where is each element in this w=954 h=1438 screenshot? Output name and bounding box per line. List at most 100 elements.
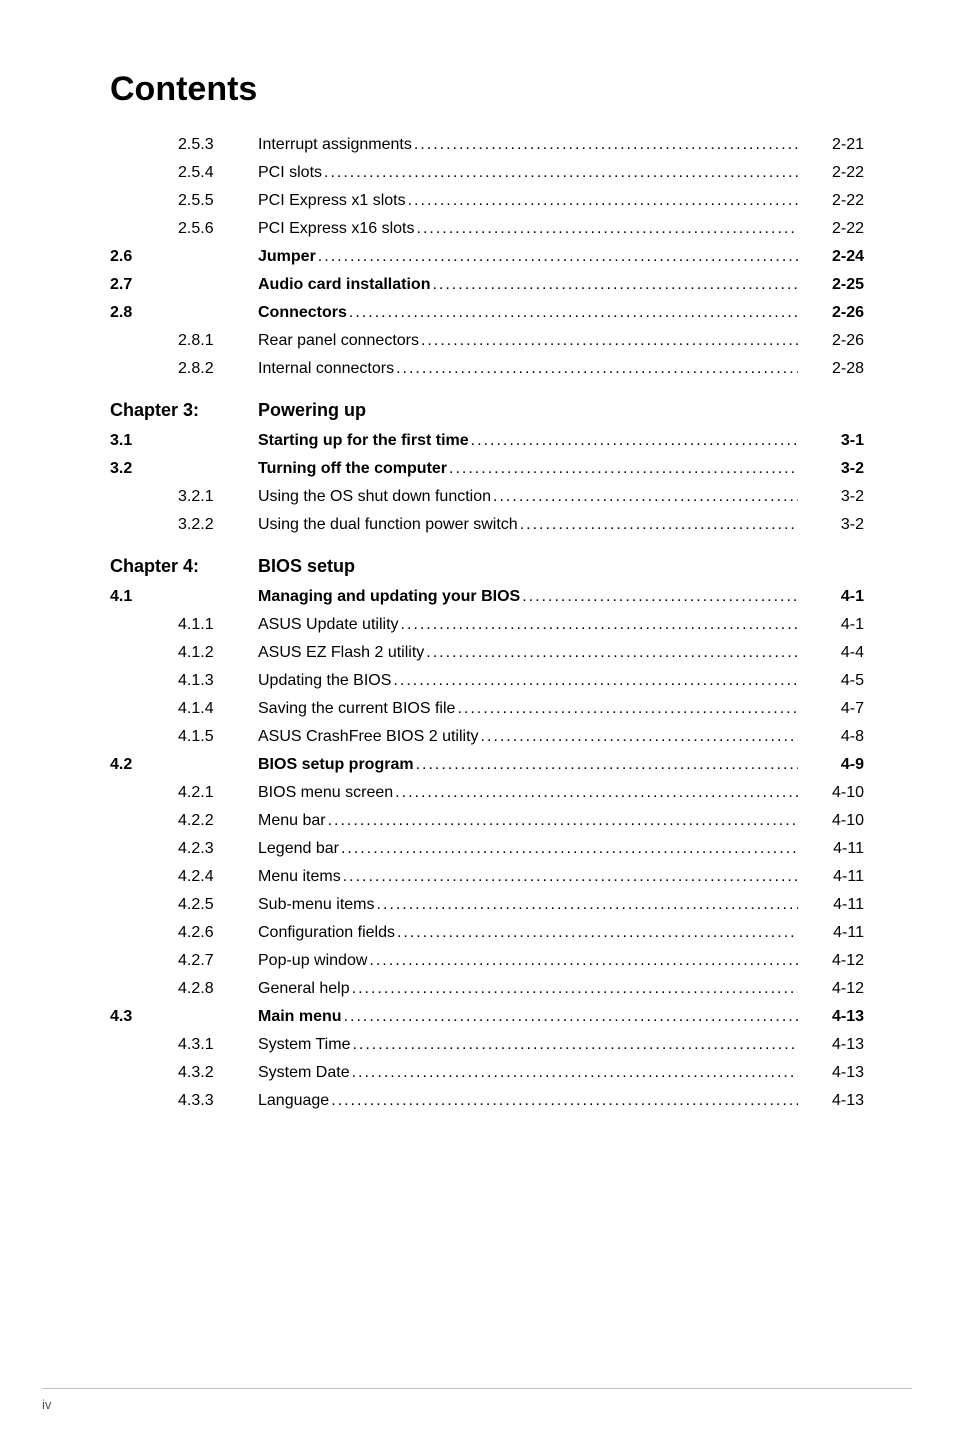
leader-dots xyxy=(417,221,799,237)
toc-subsection-number: 4.2.1 xyxy=(178,785,258,801)
toc-subsection-row: 4.3.2System Date 4-13 xyxy=(110,1059,864,1087)
toc-page-number: 3-2 xyxy=(798,461,864,477)
chapter-title: BIOS setup xyxy=(258,557,864,575)
toc-subsection-row: 2.5.4PCI slots2-22 xyxy=(110,159,864,187)
toc-page-number: 4-13 xyxy=(798,1065,864,1081)
leader-dots xyxy=(393,673,798,689)
toc-subsection-row: 4.1.4Saving the current BIOS file4-7 xyxy=(110,695,864,723)
toc-subsection-row: 4.1.3Updating the BIOS4-5 xyxy=(110,667,864,695)
leader-dots xyxy=(493,489,798,505)
toc-subsection-number: 2.8.2 xyxy=(178,361,258,377)
toc-page-number: 4-12 xyxy=(798,981,864,997)
chapter-label: Chapter 4: xyxy=(110,557,258,575)
toc-entry-label: System Date xyxy=(258,1065,352,1081)
leader-dots xyxy=(520,517,798,533)
toc-subsection-row: 4.1.1ASUS Update utility4-1 xyxy=(110,611,864,639)
toc-subsection-row: 4.2.2Menu bar 4-10 xyxy=(110,807,864,835)
toc-entry-label: Audio card installation xyxy=(258,277,432,293)
toc-section-number: 2.6 xyxy=(110,249,178,265)
toc-page-number: 4-10 xyxy=(798,785,864,801)
leader-dots xyxy=(343,869,798,885)
leader-dots xyxy=(397,925,798,941)
toc-entry-label: Using the dual function power switch xyxy=(258,517,520,533)
toc-entry-label: Using the OS shut down function xyxy=(258,489,493,505)
toc-page-number: 2-26 xyxy=(798,333,864,349)
leader-dots xyxy=(395,785,798,801)
toc-subsection-number: 2.5.3 xyxy=(178,137,258,153)
toc-page-number: 4-13 xyxy=(798,1009,864,1025)
toc-subsection-number: 4.3.1 xyxy=(178,1037,258,1053)
leader-dots xyxy=(481,729,798,745)
toc-section-number: 4.3 xyxy=(110,1009,178,1025)
toc-subsection-row: 3.2.2Using the dual function power switc… xyxy=(110,511,864,539)
toc-page-number: 4-1 xyxy=(798,617,864,633)
toc-page-number: 2-22 xyxy=(798,165,864,181)
toc-subsection-number: 4.3.2 xyxy=(178,1065,258,1081)
leader-dots xyxy=(377,897,799,913)
toc-subsection-number: 4.2.2 xyxy=(178,813,258,829)
toc-subsection-row: 2.5.5PCI Express x1 slots2-22 xyxy=(110,187,864,215)
toc-entry-label: Internal connectors xyxy=(258,361,396,377)
leader-dots xyxy=(344,1009,798,1025)
toc-section-number: 3.2 xyxy=(110,461,178,477)
toc-section-row: 2.7Audio card installation2-25 xyxy=(110,271,864,299)
toc-section-row: 3.1Starting up for the first time3-1 xyxy=(110,427,864,455)
leader-dots xyxy=(318,249,798,265)
toc-page-number: 4-13 xyxy=(798,1093,864,1109)
leader-dots xyxy=(331,1093,798,1109)
toc-entry-label: Menu bar xyxy=(258,813,328,829)
toc-page-number: 3-2 xyxy=(798,489,864,505)
table-of-contents: 2.5.3Interrupt assignments2-212.5.4PCI s… xyxy=(110,131,864,1115)
toc-page-number: 2-28 xyxy=(798,361,864,377)
toc-entry-label: Jumper xyxy=(258,249,318,265)
page: Contents 2.5.3Interrupt assignments2-212… xyxy=(0,0,954,1438)
leader-dots xyxy=(341,841,798,857)
toc-subsection-number: 3.2.2 xyxy=(178,517,258,533)
toc-chapter-heading: Chapter 4:BIOS setup xyxy=(110,539,864,583)
toc-entry-label: Rear panel connectors xyxy=(258,333,421,349)
toc-page-number: 2-22 xyxy=(798,221,864,237)
toc-entry-label: System Time xyxy=(258,1037,352,1053)
leader-dots xyxy=(421,333,798,349)
leader-dots xyxy=(369,953,798,969)
toc-page-number: 4-1 xyxy=(798,589,864,605)
toc-entry-label: ASUS CrashFree BIOS 2 utility xyxy=(258,729,481,745)
leader-dots xyxy=(352,981,798,997)
toc-entry-label: BIOS setup program xyxy=(258,757,416,773)
toc-subsection-number: 2.5.6 xyxy=(178,221,258,237)
toc-subsection-row: 4.2.3Legend bar4-11 xyxy=(110,835,864,863)
toc-subsection-row: 4.1.2ASUS EZ Flash 2 utility4-4 xyxy=(110,639,864,667)
leader-dots xyxy=(349,305,798,321)
toc-page-number: 4-12 xyxy=(798,953,864,969)
toc-page-number: 4-10 xyxy=(798,813,864,829)
leader-dots xyxy=(416,757,798,773)
toc-section-row: 4.1Managing and updating your BIOS4-1 xyxy=(110,583,864,611)
leader-dots xyxy=(426,645,798,661)
leader-dots xyxy=(432,277,798,293)
toc-section-row: 4.2BIOS setup program4-9 xyxy=(110,751,864,779)
leader-dots xyxy=(449,461,798,477)
toc-page-number: 4-11 xyxy=(798,869,864,885)
toc-section-row: 4.3Main menu4-13 xyxy=(110,1003,864,1031)
toc-entry-label: ASUS EZ Flash 2 utility xyxy=(258,645,426,661)
toc-entry-label: General help xyxy=(258,981,352,997)
toc-subsection-number: 4.3.3 xyxy=(178,1093,258,1109)
chapter-title: Powering up xyxy=(258,401,864,419)
toc-subsection-number: 4.1.4 xyxy=(178,701,258,717)
toc-subsection-number: 4.2.7 xyxy=(178,953,258,969)
toc-subsection-number: 3.2.1 xyxy=(178,489,258,505)
toc-entry-label: Interrupt assignments xyxy=(258,137,414,153)
toc-page-number: 3-2 xyxy=(798,517,864,533)
toc-page-number: 2-24 xyxy=(798,249,864,265)
toc-page-number: 4-11 xyxy=(798,897,864,913)
toc-entry-label: Pop-up window xyxy=(258,953,369,969)
toc-subsection-number: 4.2.5 xyxy=(178,897,258,913)
page-footer: iv xyxy=(42,1388,912,1412)
toc-subsection-row: 4.2.8General help4-12 xyxy=(110,975,864,1003)
toc-page-number: 3-1 xyxy=(798,433,864,449)
toc-subsection-row: 4.2.4Menu items4-11 xyxy=(110,863,864,891)
toc-subsection-number: 2.5.5 xyxy=(178,193,258,209)
toc-subsection-row: 4.2.7Pop-up window 4-12 xyxy=(110,947,864,975)
toc-subsection-number: 4.2.3 xyxy=(178,841,258,857)
toc-subsection-number: 4.1.5 xyxy=(178,729,258,745)
